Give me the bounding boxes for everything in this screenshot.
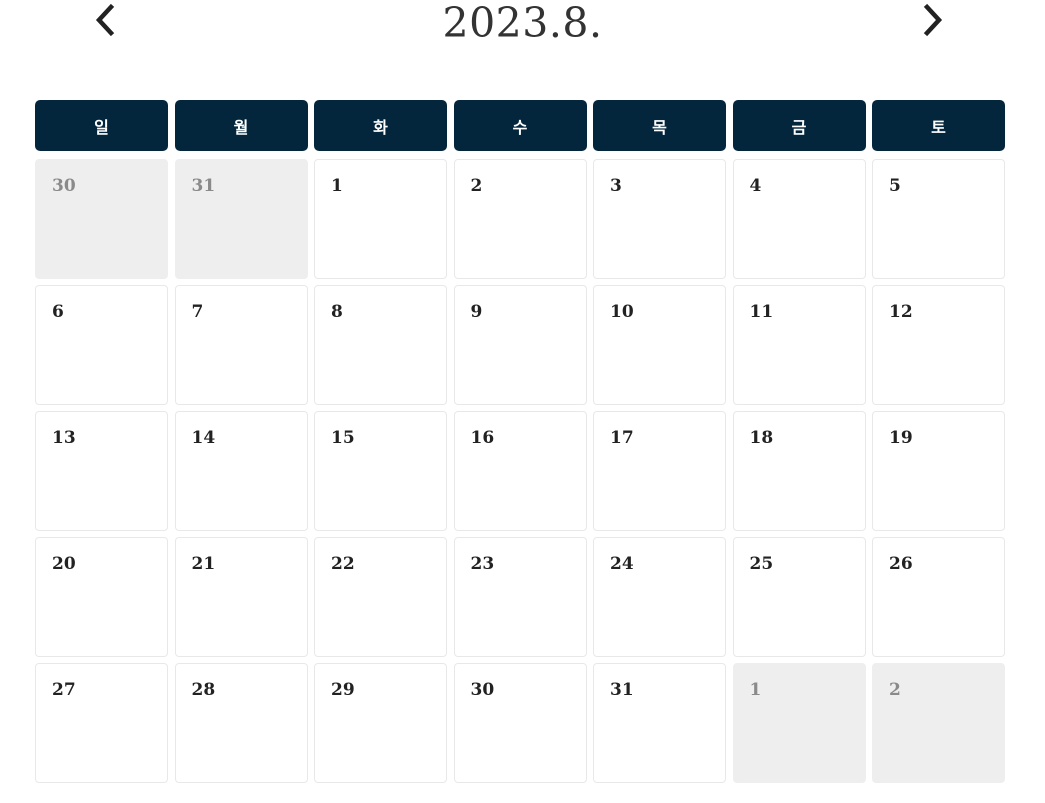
- day-cell[interactable]: 13: [35, 411, 168, 531]
- day-number: 9: [470, 302, 483, 322]
- day-number: 31: [610, 680, 634, 700]
- day-cell[interactable]: 14: [174, 411, 308, 531]
- day-number: 24: [610, 554, 634, 574]
- day-cell[interactable]: 3: [593, 159, 726, 279]
- day-number: 12: [889, 302, 913, 322]
- day-number: 11: [749, 302, 774, 322]
- day-number: 10: [610, 302, 634, 322]
- month-title: 2023.8.: [442, 0, 603, 47]
- day-number: 16: [470, 428, 495, 448]
- weekday-sun: 일: [35, 100, 168, 151]
- day-cell[interactable]: 12: [872, 285, 1005, 405]
- day-number: 15: [331, 428, 355, 448]
- day-cell[interactable]: 16: [453, 411, 587, 531]
- weekday-fri: 금: [732, 100, 866, 151]
- calendar-grid: 30 31 1 2 3 4 5 6 7 8 9 10 11 12 13 14 15 16 17 18 19 20 21 22 2…: [35, 159, 1005, 783]
- weekday-wed: 수: [453, 100, 587, 151]
- weekday-header-row: 일 월 화 수 목 금 토: [35, 100, 1005, 151]
- day-cell[interactable]: 29: [314, 663, 447, 783]
- weekday-sat: 토: [872, 100, 1005, 151]
- day-cell[interactable]: 4: [732, 159, 866, 279]
- day-cell[interactable]: 15: [314, 411, 447, 531]
- day-number: 4: [749, 176, 762, 196]
- weekday-tue: 화: [314, 100, 447, 151]
- day-cell[interactable]: 30: [453, 663, 587, 783]
- day-cell[interactable]: 18: [732, 411, 866, 531]
- day-number: 3: [610, 176, 622, 196]
- day-number: 6: [52, 302, 64, 322]
- day-cell[interactable]: 7: [174, 285, 308, 405]
- day-cell[interactable]: 28: [174, 663, 308, 783]
- chevron-left-icon: [95, 3, 115, 37]
- day-number: 14: [191, 428, 216, 448]
- day-number: 17: [610, 428, 634, 448]
- day-number: 2: [470, 176, 483, 196]
- chevron-right-icon: [923, 3, 943, 37]
- day-number: 18: [749, 428, 774, 448]
- day-number: 21: [191, 554, 216, 574]
- day-number: 23: [470, 554, 495, 574]
- day-cell[interactable]: 5: [872, 159, 1005, 279]
- day-number: 28: [191, 680, 216, 700]
- day-cell[interactable]: 21: [174, 537, 308, 657]
- day-cell[interactable]: 31: [593, 663, 726, 783]
- day-cell-other-month[interactable]: 2: [872, 663, 1005, 783]
- day-number: 22: [331, 554, 355, 574]
- day-cell[interactable]: 19: [872, 411, 1005, 531]
- day-number: 30: [470, 680, 495, 700]
- day-cell[interactable]: 8: [314, 285, 447, 405]
- day-number: 19: [889, 428, 913, 448]
- day-number: 8: [331, 302, 343, 322]
- next-month-button[interactable]: [913, 0, 953, 40]
- day-number: 31: [191, 176, 216, 196]
- day-number: 7: [191, 302, 204, 322]
- day-cell-other-month[interactable]: 1: [732, 663, 866, 783]
- day-number: 27: [52, 680, 76, 700]
- weekday-mon: 월: [174, 100, 308, 151]
- day-cell-other-month[interactable]: 30: [35, 159, 168, 279]
- day-number: 13: [52, 428, 76, 448]
- day-number: 1: [331, 176, 343, 196]
- day-cell[interactable]: 9: [453, 285, 587, 405]
- day-cell[interactable]: 1: [314, 159, 447, 279]
- day-cell[interactable]: 10: [593, 285, 726, 405]
- day-cell[interactable]: 20: [35, 537, 168, 657]
- day-cell-other-month[interactable]: 31: [174, 159, 308, 279]
- day-cell[interactable]: 22: [314, 537, 447, 657]
- day-number: 29: [331, 680, 355, 700]
- day-cell[interactable]: 2: [453, 159, 587, 279]
- day-cell[interactable]: 26: [872, 537, 1005, 657]
- day-number: 1: [749, 680, 762, 700]
- day-cell[interactable]: 11: [732, 285, 866, 405]
- calendar-header: 2023.8.: [0, 0, 1045, 60]
- day-number: 25: [749, 554, 774, 574]
- weekday-thu: 목: [593, 100, 726, 151]
- day-number: 2: [889, 680, 901, 700]
- day-cell[interactable]: 24: [593, 537, 726, 657]
- day-number: 30: [52, 176, 76, 196]
- day-cell[interactable]: 25: [732, 537, 866, 657]
- prev-month-button[interactable]: [85, 0, 125, 40]
- day-cell[interactable]: 27: [35, 663, 168, 783]
- day-cell[interactable]: 6: [35, 285, 168, 405]
- day-number: 5: [889, 176, 901, 196]
- day-number: 20: [52, 554, 76, 574]
- day-cell[interactable]: 17: [593, 411, 726, 531]
- day-cell[interactable]: 23: [453, 537, 587, 657]
- day-number: 26: [889, 554, 913, 574]
